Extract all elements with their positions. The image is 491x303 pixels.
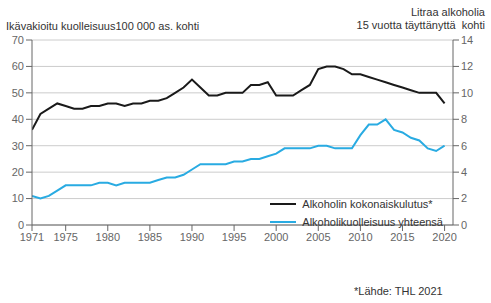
svg-text:0: 0 (18, 219, 24, 231)
svg-text:12: 12 (461, 60, 473, 72)
svg-text:20: 20 (12, 166, 24, 178)
svg-text:1975: 1975 (53, 231, 77, 243)
svg-text:14: 14 (461, 34, 473, 46)
svg-text:6: 6 (461, 140, 467, 152)
svg-text:40: 40 (12, 113, 24, 125)
svg-text:8: 8 (461, 113, 467, 125)
svg-text:2010: 2010 (348, 231, 372, 243)
html-text:Litraa alkoholia 15 vuotta täy: Litraa alkoholia 15 vuotta täyttänyttä k… (356, 6, 485, 31)
svg-text:1980: 1980 (96, 231, 120, 243)
svg-text:2020: 2020 (432, 231, 456, 243)
svg-text:10: 10 (12, 192, 24, 204)
svg-text:10: 10 (461, 87, 473, 99)
html-text:*Lähde: THL 2021: *Lähde: THL 2021 (354, 285, 443, 297)
svg-text:1985: 1985 (138, 231, 162, 243)
svg-text:1990: 1990 (180, 231, 204, 243)
svg-text:60: 60 (12, 60, 24, 72)
svg-text:2000: 2000 (264, 231, 288, 243)
svg-text:2: 2 (461, 192, 467, 204)
svg-text:0: 0 (461, 219, 467, 231)
svg-text:1995: 1995 (222, 231, 246, 243)
svg-text:70: 70 (12, 34, 24, 46)
html-text:Alkoholikuolleisuus yhteensä: Alkoholikuolleisuus yhteensä (302, 216, 443, 228)
html-text:Ikävakioitu kuolleisuus100 000: Ikävakioitu kuolleisuus100 000 as. kohti (6, 20, 200, 32)
svg-text:2015: 2015 (390, 231, 414, 243)
svg-text:4: 4 (461, 166, 467, 178)
svg-text:30: 30 (12, 140, 24, 152)
svg-text:2005: 2005 (306, 231, 330, 243)
svg-text:1971: 1971 (20, 231, 44, 243)
html-text:Alkoholin kokonaiskulutus*: Alkoholin kokonaiskulutus* (302, 198, 433, 210)
svg-text:50: 50 (12, 87, 24, 99)
